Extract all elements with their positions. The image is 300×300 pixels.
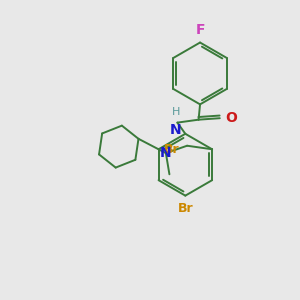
Text: Br: Br — [178, 202, 193, 215]
Text: N: N — [160, 146, 172, 160]
Text: Br: Br — [164, 143, 179, 156]
Text: H: H — [172, 107, 180, 117]
Text: O: O — [225, 111, 237, 125]
Text: N: N — [170, 123, 182, 137]
Text: F: F — [195, 23, 205, 37]
